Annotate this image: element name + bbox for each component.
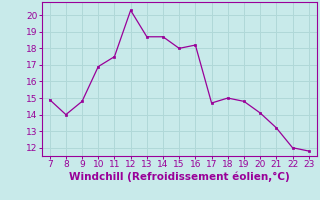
X-axis label: Windchill (Refroidissement éolien,°C): Windchill (Refroidissement éolien,°C) [69, 172, 290, 182]
